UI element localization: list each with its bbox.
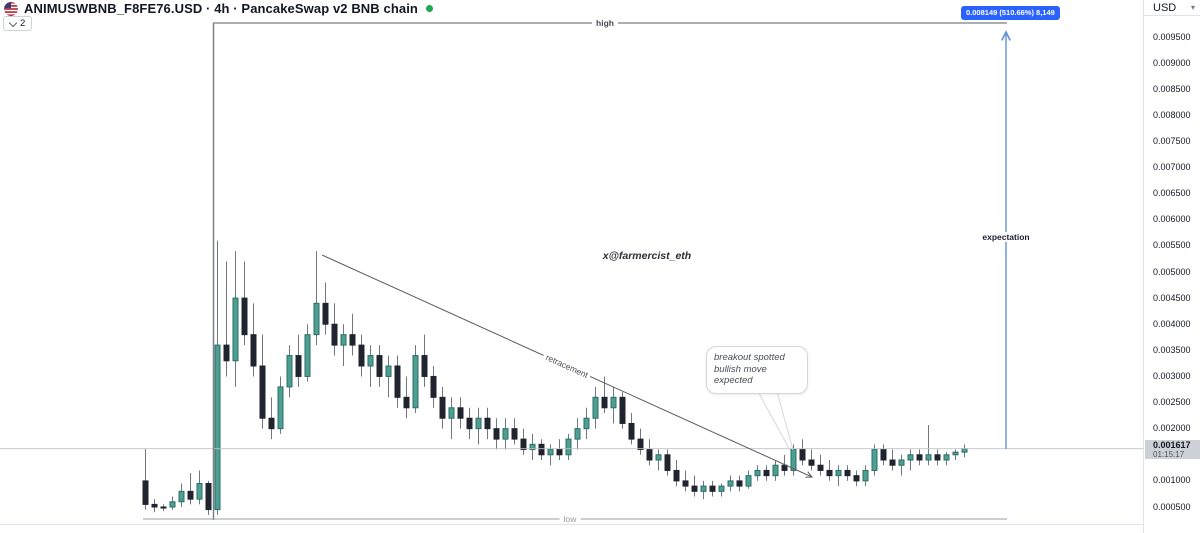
low-label: low — [559, 514, 581, 524]
bar-countdown: 01:15:17 — [1153, 449, 1185, 459]
author-watermark: x@farmercist_eth — [602, 250, 692, 262]
price-tick-label: 0.005000 — [1153, 266, 1191, 277]
high-label: high — [592, 18, 618, 28]
caret-down-icon: ▾ — [1190, 3, 1195, 12]
us-flag-icon — [4, 1, 18, 16]
candles-count-label: 2 — [20, 18, 26, 29]
current-price-tag: 0.001617 01:15:17 — [1145, 439, 1200, 459]
price-tick-label: 0.008500 — [1153, 83, 1191, 94]
price-tick-label: 0.002500 — [1153, 397, 1191, 408]
price-tick-label: 0.007000 — [1153, 162, 1191, 173]
breakout-callout[interactable]: breakout spotted bullish move expected — [706, 346, 808, 394]
price-axis[interactable]: USD ▾ 0.009500 0.009000 0.008500 0.008000 0.… — [1143, 0, 1200, 533]
price-tick-label: 0.004000 — [1153, 318, 1191, 329]
price-tick-label: 0.006000 — [1153, 214, 1191, 225]
current-price-value: 0.001617 — [1153, 439, 1191, 450]
price-tick-label: 0.009000 — [1153, 57, 1191, 68]
chevron-down-icon — [8, 18, 18, 27]
price-tick-label: 0.004500 — [1153, 292, 1191, 303]
expectation-label: expectation — [980, 232, 1032, 242]
price-change-badge: 0.008149 (510.66%) 8,149 — [961, 6, 1060, 20]
currency-label: USD — [1153, 1, 1177, 14]
price-tick-label: 0.003000 — [1153, 370, 1191, 381]
price-tick-label: 0.002000 — [1153, 423, 1191, 434]
symbol-header[interactable]: ANIMUSWBNB_F8FE76.USD · 4h · PancakeSwap… — [4, 0, 433, 17]
market-status-icon — [425, 5, 433, 12]
price-tick-label: 0.007500 — [1153, 135, 1191, 146]
callout-line: expected — [714, 375, 753, 387]
candles-count-button[interactable]: 2 — [3, 16, 33, 31]
symbol-title[interactable]: ANIMUSWBNB_F8FE76.USD · 4h · PancakeSwap… — [24, 1, 418, 16]
price-tick-label: 0.003500 — [1153, 344, 1191, 355]
price-tick-label: 0.000500 — [1153, 501, 1191, 512]
price-tick-label: 0.001000 — [1153, 475, 1191, 486]
time-axis-divider — [0, 524, 1200, 525]
callout-line: breakout spotted — [714, 352, 785, 363]
price-tick-label: 0.005500 — [1153, 240, 1191, 251]
price-tick-label: 0.006500 — [1153, 188, 1191, 199]
price-tick-label: 0.009500 — [1153, 31, 1191, 42]
callout-line: bullish move — [714, 363, 767, 375]
price-tick-label: 0.008000 — [1153, 109, 1191, 120]
currency-selector[interactable]: USD ▾ — [1144, 0, 1200, 16]
